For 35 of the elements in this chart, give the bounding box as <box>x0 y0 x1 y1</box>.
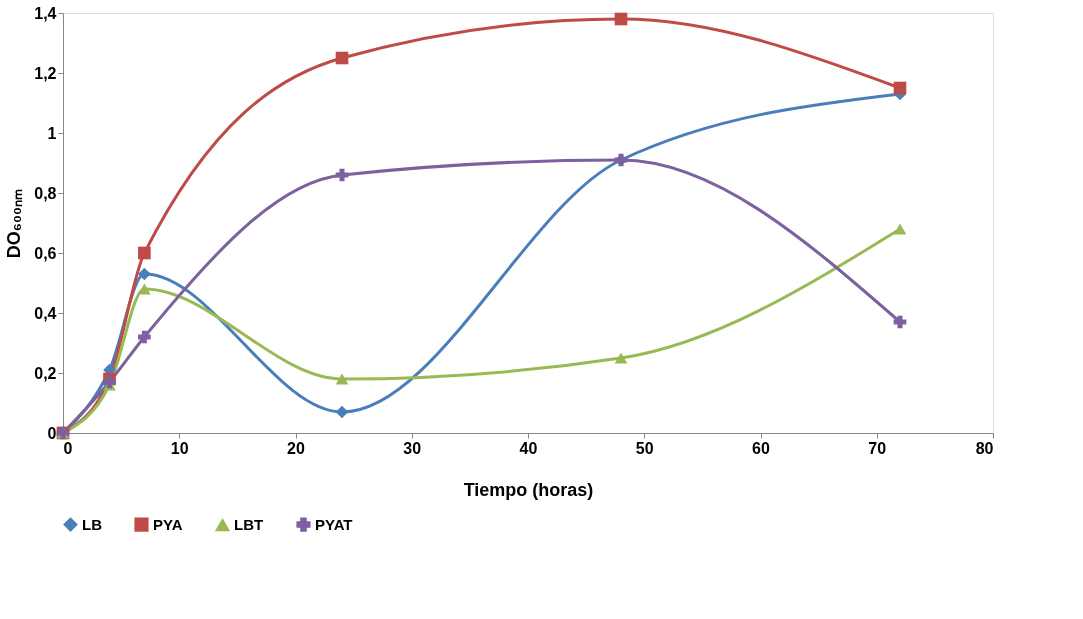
x-axis-title: Tiempo (horas) <box>463 479 594 500</box>
point <box>614 12 628 26</box>
x-tick-label: 10 <box>170 439 189 457</box>
legend-label: LBT <box>234 516 264 534</box>
y-tick-label: 1,4 <box>34 4 57 22</box>
legend-label: PYAT <box>315 515 353 533</box>
x-tick-label: 50 <box>635 439 654 457</box>
y-tick-label: 0,8 <box>34 184 57 202</box>
point <box>335 373 349 385</box>
point <box>138 330 151 344</box>
y-tick-label: 1,2 <box>34 64 57 82</box>
point <box>335 168 349 182</box>
legend-label: PYA <box>153 515 183 533</box>
point <box>138 246 151 260</box>
point <box>335 51 349 65</box>
point <box>614 352 628 364</box>
y-axis-title: DO₆₀₀ₙₘ <box>4 188 25 259</box>
x-tick-label: 20 <box>287 439 305 457</box>
point <box>893 223 907 235</box>
point <box>138 267 151 281</box>
point <box>335 405 349 419</box>
x-tick-label: 80 <box>975 439 994 457</box>
y-tick-label: 0,4 <box>34 304 57 322</box>
y-tick-label: 0 <box>47 424 57 442</box>
y-tick-label: 0,2 <box>34 364 57 382</box>
legend-label: LB <box>82 515 103 533</box>
x-tick-label: 40 <box>519 439 538 457</box>
point <box>893 81 907 95</box>
x-tick-label: 60 <box>752 439 770 457</box>
x-tick-label: 70 <box>868 439 887 457</box>
y-tick-label: 0,6 <box>34 244 57 262</box>
point <box>893 315 907 329</box>
x-tick-label: 30 <box>403 439 422 457</box>
x-tick-label: 0 <box>63 439 73 457</box>
y-tick-label: 1 <box>47 124 57 142</box>
